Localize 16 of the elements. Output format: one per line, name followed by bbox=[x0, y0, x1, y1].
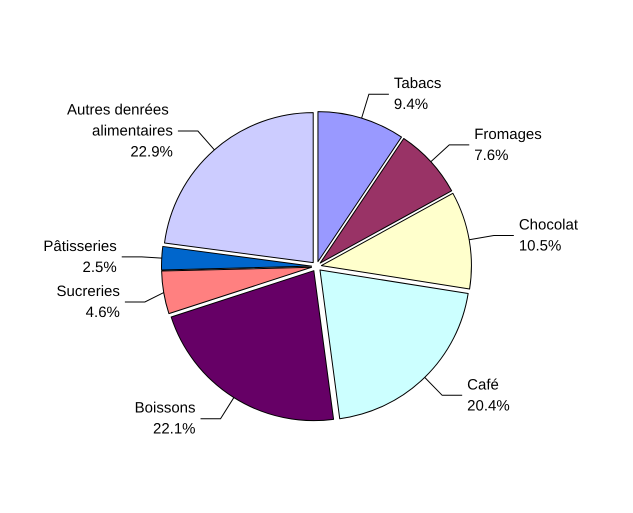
slice-label: Pâtisseries bbox=[43, 238, 117, 255]
slice-label: Café bbox=[467, 376, 499, 394]
slice-label: Chocolat bbox=[518, 216, 579, 234]
data-label: 22.1% bbox=[152, 420, 196, 438]
data-label: 9.4% bbox=[394, 96, 428, 114]
slice-label: Sucreries bbox=[56, 282, 120, 300]
data-label: 20.4% bbox=[467, 397, 510, 414]
data-label: 2.5% bbox=[82, 258, 117, 276]
slice-label: Fromages bbox=[474, 126, 542, 143]
slice-label: Boissons bbox=[134, 400, 196, 417]
data-label: 4.6% bbox=[86, 304, 120, 321]
data-label: 10.5% bbox=[518, 237, 562, 254]
data-label: 22.9% bbox=[130, 144, 173, 161]
slice-label: Tabacs bbox=[394, 75, 442, 92]
slice-label: Autres denrées alimentaires bbox=[66, 102, 173, 140]
data-label: 7.6% bbox=[474, 146, 508, 164]
